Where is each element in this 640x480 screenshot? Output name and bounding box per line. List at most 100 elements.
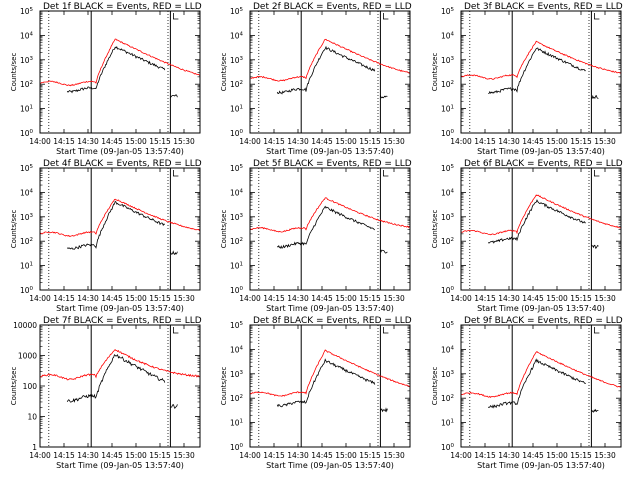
- y-tick-label: 103: [230, 213, 244, 222]
- y-tick-label: 102: [441, 237, 454, 246]
- x-tick-label: 15:00: [125, 451, 147, 460]
- y-tick-label: 1: [32, 443, 37, 452]
- x-tick-label: 14:45: [311, 137, 333, 146]
- y-tick-label: 105: [441, 164, 455, 173]
- x-tick-label: 14:15: [53, 294, 75, 303]
- series-line-events-tail: [380, 407, 388, 413]
- panel-1: Det 1f BLACK = Events, RED = LLD Counts/s…: [10, 2, 202, 156]
- y-axis-label: Counts/sec: [431, 53, 439, 92]
- y-tick-label: 100: [23, 382, 38, 391]
- x-tick-label: 14:00: [450, 451, 472, 460]
- x-tick-label: 15:15: [149, 137, 171, 146]
- x-tick-label: 14:45: [522, 137, 544, 146]
- plot-frame: [460, 324, 622, 448]
- x-tick-label: 14:30: [77, 451, 99, 460]
- y-tick-label: 102: [230, 394, 243, 403]
- y-tick-label: 103: [441, 213, 455, 222]
- x-tick-label: 14:00: [29, 137, 51, 146]
- series-line-events-tail: [380, 249, 388, 254]
- series-line-events: [276, 358, 376, 408]
- x-tick-label: 15:30: [594, 451, 616, 460]
- x-tick-label: 15:00: [125, 294, 147, 303]
- y-tick-label: 105: [20, 7, 34, 16]
- panel-title: Det 4f BLACK = Events, RED = LLD: [43, 159, 202, 169]
- plot-frame: [249, 324, 411, 448]
- series-line-events-tail: [170, 250, 178, 256]
- x-tick-label: 15:15: [570, 137, 592, 146]
- x-axis-label: Start Time (09-Jan-05 13:57:40): [477, 147, 605, 156]
- series-line-events: [66, 354, 166, 403]
- panel-title: Det 3f BLACK = Events, RED = LLD: [464, 2, 623, 12]
- bracket-mark: [383, 13, 389, 20]
- series-line-lld: [39, 349, 201, 381]
- bracket-mark: [383, 327, 389, 334]
- plot-frame: [460, 167, 622, 291]
- y-axis-label: Counts/sec: [10, 53, 18, 92]
- y-tick-label: 104: [441, 188, 455, 197]
- y-tick-label: 103: [230, 370, 244, 379]
- series-line-events-tail: [170, 94, 178, 98]
- y-axis-label: Counts/sec: [431, 367, 439, 406]
- y-tick-label: 102: [20, 237, 33, 246]
- x-tick-label: 14:30: [498, 294, 520, 303]
- y-tick-label: 105: [230, 321, 244, 330]
- x-tick-label: 14:00: [29, 451, 51, 460]
- x-tick-label: 15:30: [594, 137, 616, 146]
- series-line-lld: [460, 351, 622, 398]
- x-tick-label: 15:00: [125, 137, 147, 146]
- y-tick-label: 102: [230, 237, 243, 246]
- plot-frame: [249, 167, 411, 291]
- x-tick-label: 14:45: [522, 294, 544, 303]
- x-tick-label: 14:45: [311, 294, 333, 303]
- plot-frame: [39, 167, 201, 291]
- panel-3: Det 3f BLACK = Events, RED = LLD Counts/s…: [431, 2, 623, 156]
- x-tick-label: 14:15: [263, 451, 285, 460]
- x-tick-label: 14:30: [498, 137, 520, 146]
- y-tick-label: 105: [20, 164, 34, 173]
- y-axis-label: Counts/sec: [220, 53, 228, 92]
- x-tick-label: 15:00: [546, 451, 568, 460]
- y-tick-label: 104: [230, 31, 244, 40]
- y-tick-label: 101: [230, 419, 243, 428]
- x-tick-label: 14:45: [101, 137, 123, 146]
- panel-5: Det 5f BLACK = Events, RED = LLD Counts/s…: [220, 159, 412, 313]
- panel-title: Det 7f BLACK = Events, RED = LLD: [43, 316, 202, 326]
- y-tick-label: 102: [441, 394, 454, 403]
- bracket-mark: [594, 13, 600, 20]
- series-line-events: [276, 205, 376, 249]
- x-tick-label: 14:15: [53, 451, 75, 460]
- panel-title: Det 5f BLACK = Events, RED = LLD: [253, 159, 412, 169]
- x-tick-label: 14:15: [474, 137, 496, 146]
- y-tick-label: 104: [20, 188, 34, 197]
- y-axis-label: Counts/sec: [431, 210, 439, 249]
- x-axis-label: Start Time (09-Jan-05 13:57:40): [56, 147, 184, 156]
- y-tick-label: 101: [230, 262, 243, 271]
- y-tick-label: 100: [441, 286, 455, 295]
- y-tick-label: 100: [20, 286, 34, 295]
- series-line-lld: [249, 349, 411, 397]
- panel-title: Det 1f BLACK = Events, RED = LLD: [43, 2, 202, 12]
- series-line-events-tail: [170, 403, 178, 409]
- x-tick-label: 14:30: [77, 294, 99, 303]
- x-tick-label: 15:30: [173, 137, 195, 146]
- bracket-mark: [173, 13, 179, 20]
- panel-title: Det 8f BLACK = Events, RED = LLD: [253, 316, 412, 326]
- y-tick-label: 101: [20, 262, 33, 271]
- y-tick-label: 101: [441, 262, 454, 271]
- series-line-lld: [460, 194, 622, 236]
- x-tick-label: 15:15: [149, 451, 171, 460]
- x-tick-label: 15:15: [359, 294, 381, 303]
- y-axis-label: Counts/sec: [10, 367, 18, 406]
- y-tick-label: 100: [230, 129, 244, 138]
- bracket-mark: [383, 170, 389, 177]
- panel-title: Det 2f BLACK = Events, RED = LLD: [253, 2, 412, 12]
- x-tick-label: 15:30: [383, 294, 405, 303]
- x-tick-label: 15:15: [570, 294, 592, 303]
- series-line-events: [66, 200, 166, 250]
- y-tick-label: 100: [230, 286, 244, 295]
- series-line-lld: [460, 40, 622, 80]
- x-tick-label: 15:00: [335, 137, 357, 146]
- series-line-events-tail: [591, 408, 599, 413]
- bracket-mark: [173, 170, 179, 177]
- y-tick-label: 104: [441, 345, 455, 354]
